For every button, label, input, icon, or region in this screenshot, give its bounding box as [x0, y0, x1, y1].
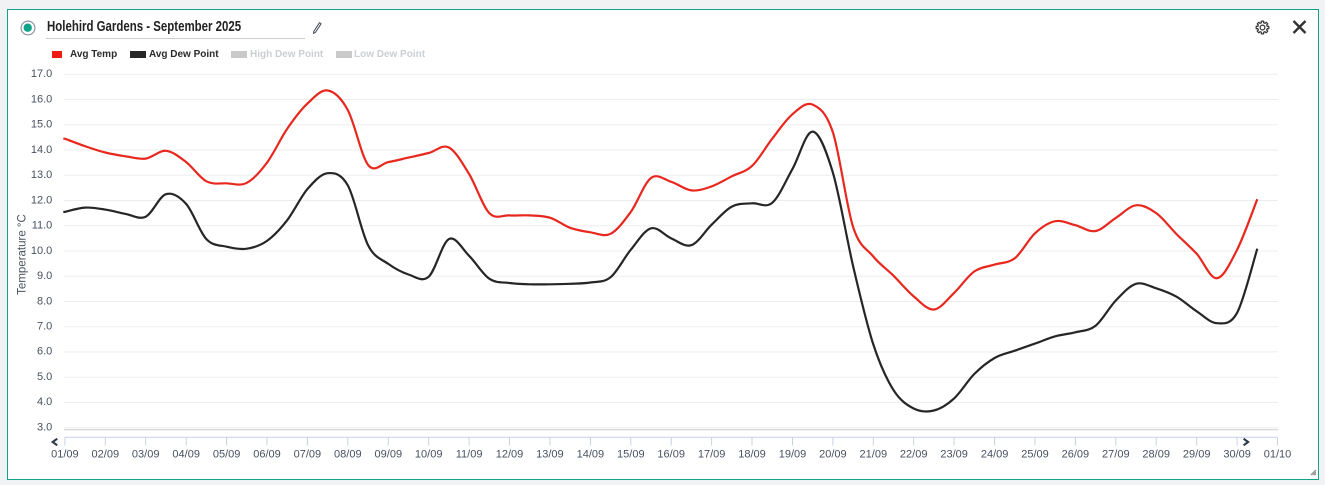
svg-text:Temperature °C: Temperature °C: [17, 214, 29, 295]
svg-text:28/09: 28/09: [1142, 449, 1170, 461]
svg-text:01/10: 01/10: [1264, 449, 1292, 461]
svg-text:9.0: 9.0: [37, 270, 52, 282]
svg-text:23/09: 23/09: [940, 449, 968, 461]
svg-text:4.0: 4.0: [37, 396, 52, 408]
svg-text:02/09: 02/09: [92, 449, 120, 461]
svg-text:29/09: 29/09: [1183, 449, 1211, 461]
svg-text:3.0: 3.0: [37, 422, 52, 434]
svg-text:15.0: 15.0: [31, 119, 52, 131]
svg-text:09/09: 09/09: [375, 449, 403, 461]
svg-text:17.0: 17.0: [31, 68, 52, 80]
svg-text:24/09: 24/09: [981, 449, 1009, 461]
svg-text:11/09: 11/09: [456, 449, 483, 461]
svg-text:26/09: 26/09: [1062, 449, 1090, 461]
svg-text:16/09: 16/09: [657, 449, 685, 461]
svg-text:5.0: 5.0: [37, 371, 52, 383]
svg-text:7.0: 7.0: [37, 321, 52, 333]
svg-text:03/09: 03/09: [132, 449, 160, 461]
svg-text:14.0: 14.0: [31, 144, 52, 156]
svg-text:20/09: 20/09: [819, 449, 847, 461]
svg-text:13.0: 13.0: [31, 169, 52, 181]
svg-text:15/09: 15/09: [617, 449, 645, 461]
svg-text:08/09: 08/09: [334, 449, 362, 461]
svg-text:19/09: 19/09: [779, 449, 807, 461]
svg-text:21/09: 21/09: [860, 449, 888, 461]
svg-text:6.0: 6.0: [37, 346, 52, 358]
svg-text:14/09: 14/09: [577, 449, 605, 461]
svg-text:16.0: 16.0: [31, 93, 52, 105]
svg-text:27/09: 27/09: [1102, 449, 1130, 461]
svg-text:05/09: 05/09: [213, 449, 241, 461]
svg-text:12.0: 12.0: [31, 194, 52, 206]
svg-text:17/09: 17/09: [698, 449, 726, 461]
svg-text:25/09: 25/09: [1021, 449, 1049, 461]
svg-text:22/09: 22/09: [900, 449, 928, 461]
svg-text:10.0: 10.0: [31, 245, 52, 257]
svg-text:01/09: 01/09: [51, 449, 79, 461]
svg-text:13/09: 13/09: [536, 449, 564, 461]
svg-text:12/09: 12/09: [496, 449, 524, 461]
svg-text:11.0: 11.0: [32, 220, 53, 232]
svg-text:30/09: 30/09: [1223, 449, 1251, 461]
svg-text:18/09: 18/09: [738, 449, 766, 461]
svg-text:10/09: 10/09: [415, 449, 443, 461]
svg-text:06/09: 06/09: [253, 449, 281, 461]
svg-text:07/09: 07/09: [294, 449, 322, 461]
svg-text:8.0: 8.0: [37, 295, 52, 307]
svg-text:04/09: 04/09: [172, 449, 200, 461]
